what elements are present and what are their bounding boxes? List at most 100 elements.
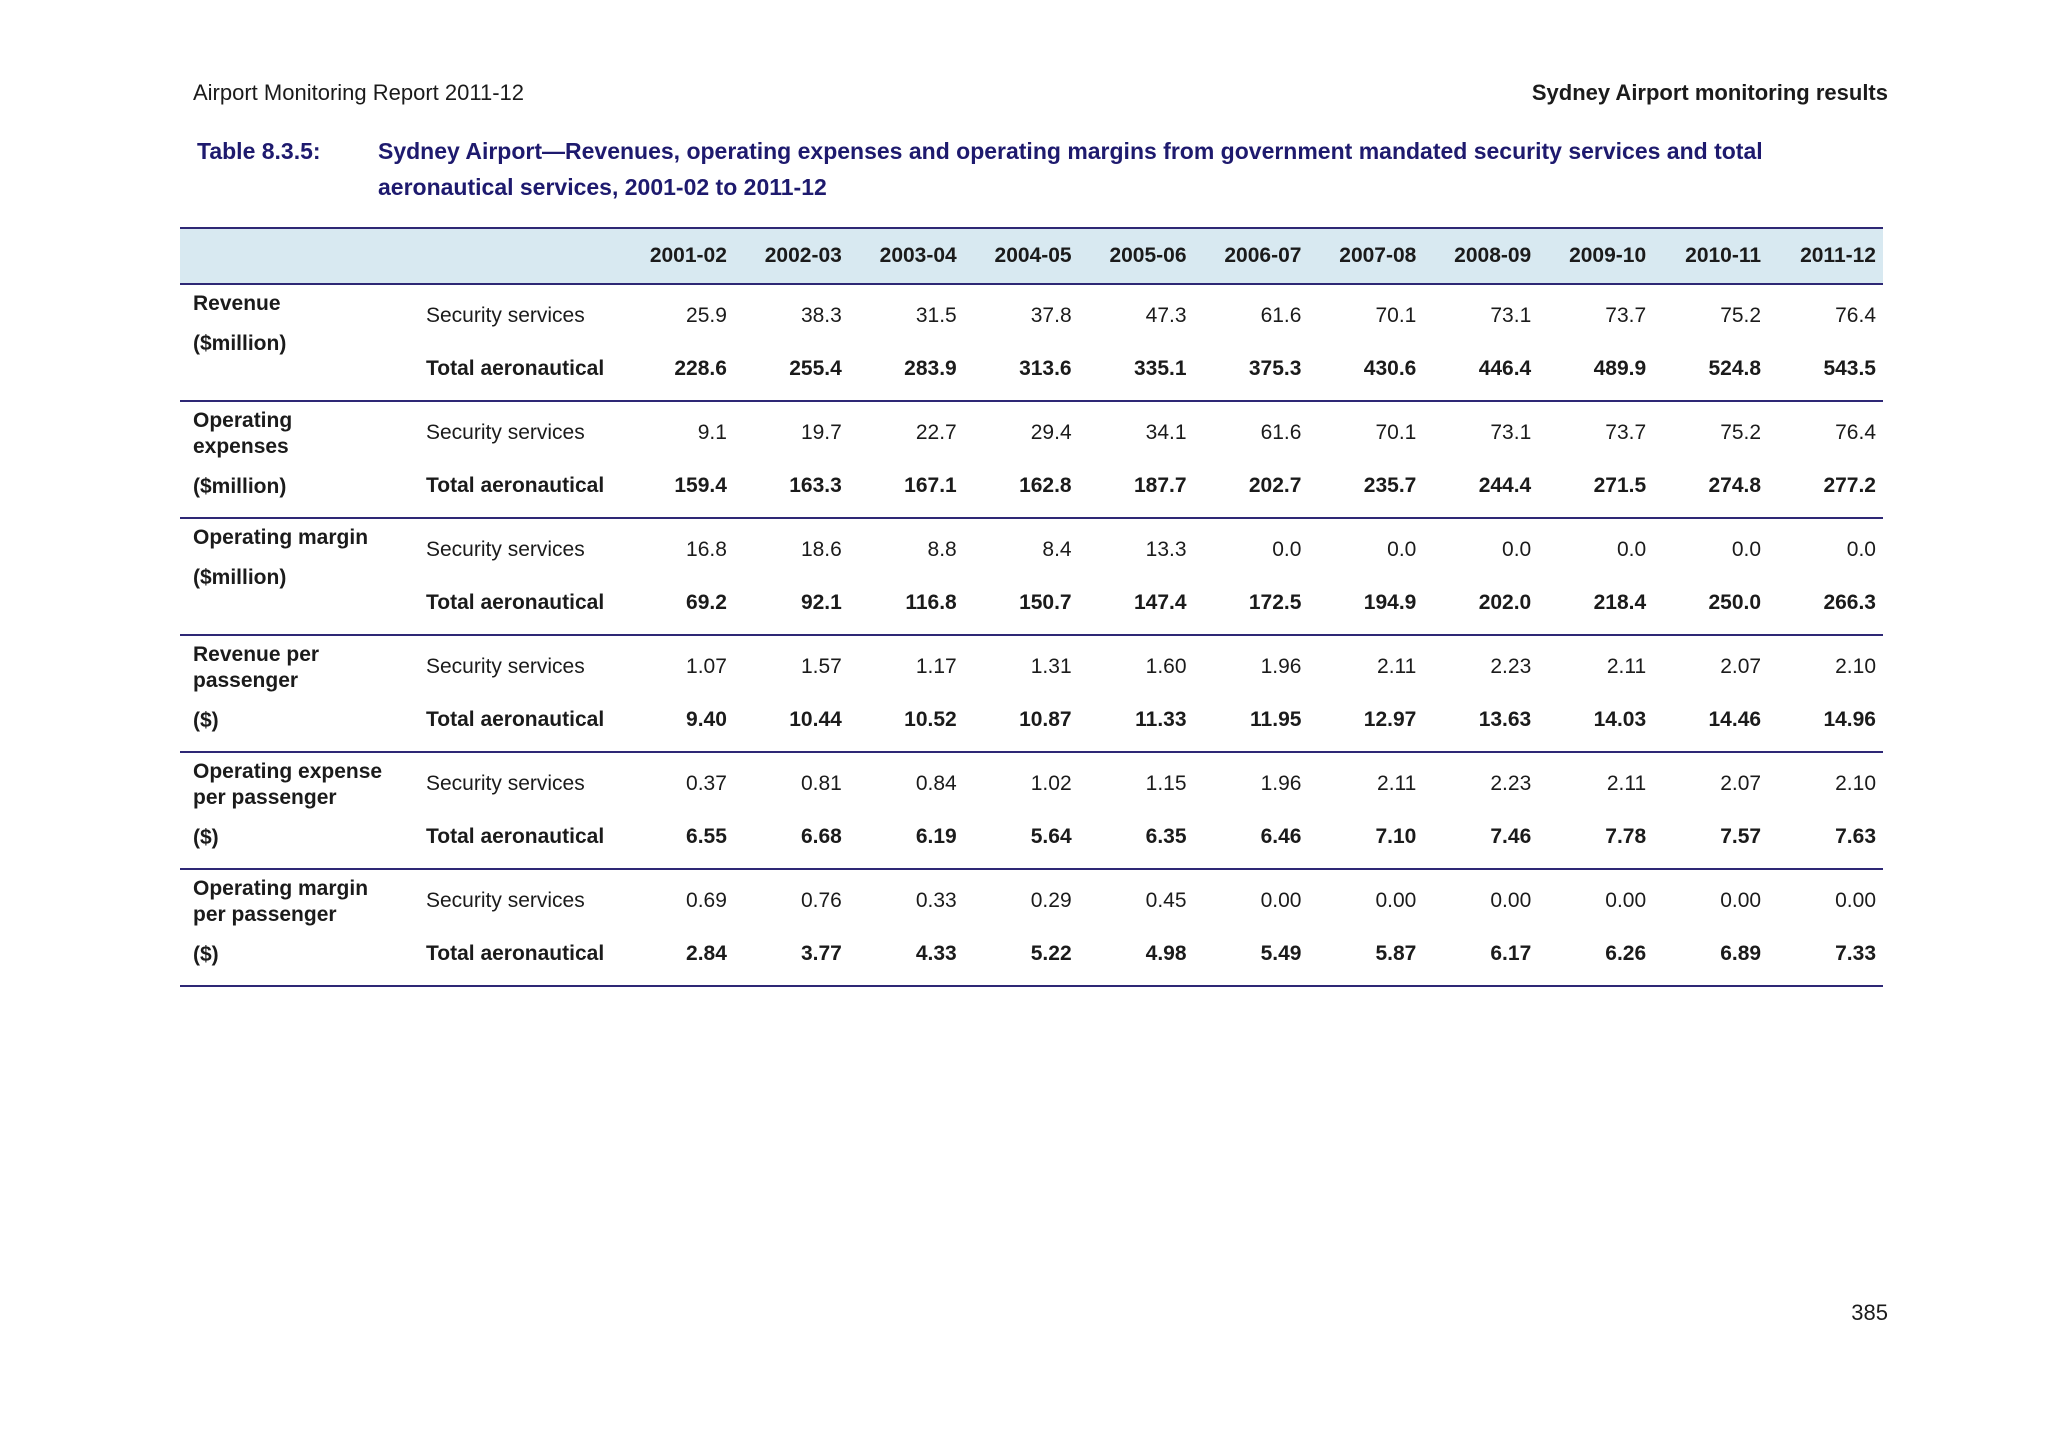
value-cell: 4.33	[848, 927, 964, 987]
year-header: 2006-07	[1193, 227, 1309, 285]
table-row: Revenue ($million) Security services 25.9 38…	[180, 284, 1883, 402]
value-cell: 524.8	[1653, 342, 1769, 402]
value-cell: 235.7	[1308, 459, 1424, 519]
value-cell: 1.15	[1145, 772, 1187, 795]
running-header-left: Airport Monitoring Report 2011-12	[193, 80, 524, 105]
value-cell: 11.33	[1078, 693, 1194, 753]
table-row: Total aeronautical 159.4 163.3 167.1 162.8 18…	[180, 459, 1883, 519]
value-cell: 0.0	[1387, 538, 1417, 561]
value-cell: 446.4	[1423, 342, 1539, 402]
row-label: Security services	[426, 655, 585, 678]
row-label: Security services	[426, 304, 585, 327]
section-label-text: Operating expense per passenger	[193, 760, 383, 809]
value-cell: 0.29	[1030, 889, 1072, 912]
value-cell: 1.96	[1260, 655, 1302, 678]
year-header: 2003-04	[848, 227, 964, 285]
value-cell: 7.10	[1308, 810, 1424, 870]
value-cell: 61.6	[1260, 421, 1302, 444]
value-cell: 0.00	[1260, 889, 1302, 912]
value-cell: 19.7	[800, 421, 842, 444]
table-header: 2001-02 2002-03 2003-04 2004-05 2005-06 2006-…	[180, 227, 1883, 285]
value-cell: 2.11	[1606, 772, 1647, 795]
value-cell: 6.19	[848, 810, 964, 870]
table-row: Total aeronautical 2.84 3.77 4.33 5.22 4.98 5.…	[180, 927, 1883, 987]
section-unit-text: ($)	[193, 826, 219, 849]
row-label: Security services	[426, 889, 585, 912]
value-cell: 25.9	[686, 304, 727, 327]
value-cell: 6.68	[733, 810, 849, 870]
value-cell: 9.1	[697, 421, 727, 444]
value-cell: 7.46	[1423, 810, 1539, 870]
value-cell: 8.8	[927, 538, 957, 561]
value-cell: 47.3	[1145, 304, 1187, 327]
section-label-text: Revenue	[193, 292, 281, 315]
year-header: 2011-12	[1768, 227, 1883, 285]
year-header: 2004-05	[963, 227, 1079, 285]
value-cell: 73.7	[1605, 421, 1647, 444]
value-cell: 283.9	[848, 342, 964, 402]
value-cell: 5.87	[1308, 927, 1424, 987]
section-label: Revenue ($million)	[180, 284, 423, 402]
value-cell: 9.40	[619, 693, 734, 753]
year-header: 2007-08	[1308, 227, 1424, 285]
value-cell: 0.00	[1835, 889, 1876, 912]
value-cell: 14.96	[1768, 693, 1883, 753]
value-cell: 7.57	[1653, 810, 1769, 870]
value-cell: 2.07	[1720, 655, 1762, 678]
value-cell: 69.2	[619, 576, 734, 636]
value-cell: 0.81	[800, 772, 842, 795]
value-cell: 2.23	[1490, 655, 1532, 678]
value-cell: 75.2	[1720, 304, 1762, 327]
value-cell: 70.1	[1375, 304, 1417, 327]
value-cell: 250.0	[1653, 576, 1769, 636]
value-cell: 7.33	[1768, 927, 1883, 987]
running-header-right: Sydney Airport monitoring results	[1531, 80, 1888, 105]
value-cell: 194.9	[1308, 576, 1424, 636]
table-row: Total aeronautical 9.40 10.44 10.52 10.87 11.…	[180, 693, 1883, 753]
value-cell: 76.4	[1835, 421, 1876, 444]
running-header: Airport Monitoring Report 2011-12 Sydney…	[193, 80, 1888, 106]
value-cell: 0.0	[1502, 538, 1532, 561]
row-label: Total aeronautical	[423, 459, 619, 519]
section-label-text: Operating margin per passenger	[193, 877, 369, 926]
value-cell: 163.3	[733, 459, 849, 519]
value-cell: 0.0	[1846, 538, 1876, 561]
section-unit-text: ($million)	[193, 566, 287, 589]
value-cell: 11.95	[1193, 693, 1309, 753]
value-cell: 0.00	[1375, 889, 1417, 912]
value-cell: 244.4	[1423, 459, 1539, 519]
value-cell: 116.8	[848, 576, 964, 636]
value-cell: 7.63	[1768, 810, 1883, 870]
year-header: 2008-09	[1423, 227, 1539, 285]
value-cell: 335.1	[1078, 342, 1194, 402]
section-unit-text: ($)	[193, 709, 219, 732]
value-cell: 0.0	[1731, 538, 1762, 561]
value-cell: 271.5	[1538, 459, 1654, 519]
value-cell: 12.97	[1308, 693, 1424, 753]
value-cell: 10.87	[963, 693, 1079, 753]
value-cell: 31.5	[915, 304, 957, 327]
row-label: Total aeronautical	[423, 693, 619, 753]
value-cell: 8.4	[1042, 538, 1072, 561]
value-cell: 228.6	[619, 342, 734, 402]
table-title-text: Sydney Airport—Revenues, operating expen…	[378, 138, 1763, 200]
value-cell: 266.3	[1768, 576, 1883, 636]
section-label: Operating margin ($million)	[180, 518, 423, 636]
value-cell: 150.7	[963, 576, 1079, 636]
value-cell: 277.2	[1768, 459, 1883, 519]
value-cell: 6.35	[1078, 810, 1194, 870]
value-cell: 2.84	[619, 927, 734, 987]
table-row: Total aeronautical 228.6 255.4 283.9 313.6 33…	[180, 342, 1883, 402]
table-row: Revenue per passenger ($) Security service…	[180, 635, 1883, 753]
header-spacer-section	[180, 227, 423, 285]
value-cell: 73.1	[1490, 304, 1532, 327]
value-cell: 73.1	[1490, 421, 1532, 444]
value-cell: 1.96	[1260, 772, 1302, 795]
year-header: 2002-03	[733, 227, 849, 285]
value-cell: 2.10	[1835, 655, 1876, 678]
table-row: Operating margin ($million) Security servi…	[180, 518, 1883, 636]
value-cell: 147.4	[1078, 576, 1194, 636]
value-cell: 22.7	[915, 421, 957, 444]
row-label: Total aeronautical	[423, 810, 619, 870]
value-cell: 14.46	[1653, 693, 1769, 753]
